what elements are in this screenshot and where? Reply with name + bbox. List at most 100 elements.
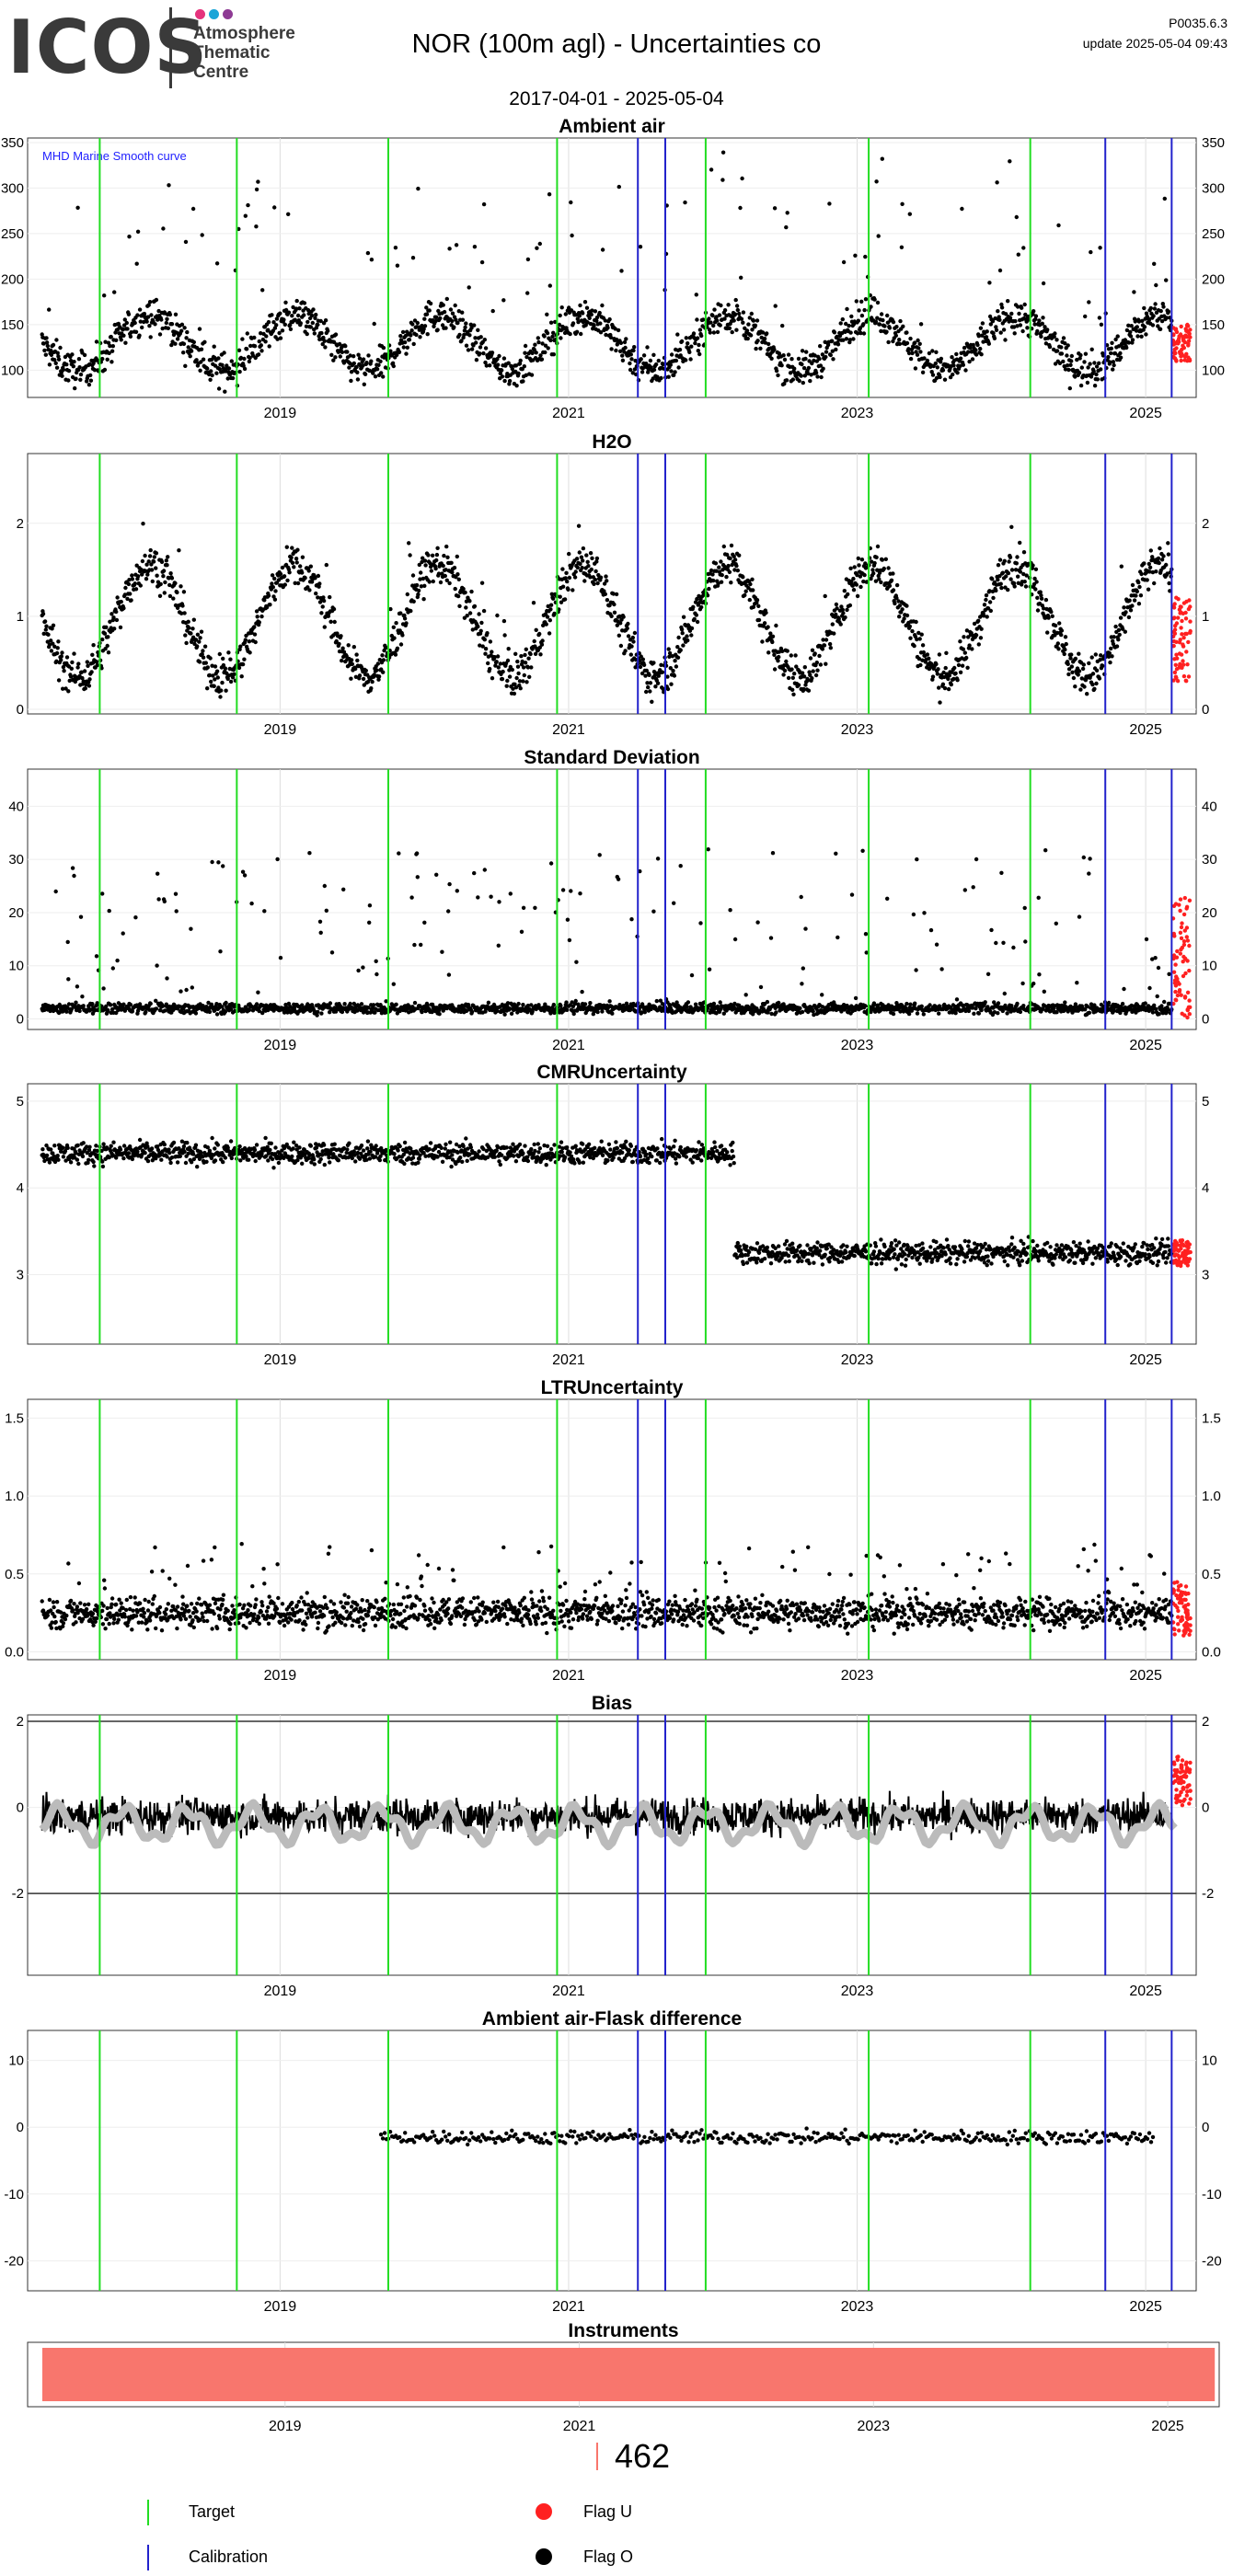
data-point (604, 574, 608, 579)
data-point (695, 317, 699, 322)
data-point (149, 568, 155, 572)
data-point (760, 639, 765, 644)
data-point (450, 569, 455, 575)
data-point (214, 1012, 220, 1017)
data-point (321, 595, 326, 600)
data-point (495, 654, 501, 659)
data-point (1099, 322, 1104, 327)
data-point (288, 323, 293, 328)
data-point (952, 665, 957, 671)
data-point (697, 351, 702, 357)
data-point (872, 297, 877, 302)
data-point (614, 348, 618, 353)
data-point (1085, 380, 1090, 385)
data-point (766, 341, 771, 347)
data-point (732, 318, 736, 323)
data-point (557, 322, 562, 328)
data-point (958, 363, 962, 368)
data-point (1025, 326, 1030, 330)
data-point (647, 673, 651, 677)
data-point (101, 986, 106, 991)
data-point (515, 659, 520, 664)
y-tick-label-left: 350 (1, 135, 24, 151)
data-point (244, 347, 249, 351)
data-point (434, 558, 439, 563)
data-point (361, 676, 366, 682)
data-point (428, 301, 433, 306)
y-tick-label-right: 150 (1202, 317, 1225, 333)
flag-u-point (1181, 345, 1187, 351)
data-point (655, 681, 661, 685)
data-point (1090, 682, 1095, 687)
data-point (478, 628, 483, 633)
data-point (970, 357, 975, 362)
data-point (422, 324, 428, 328)
data-point (1031, 563, 1035, 568)
data-point (432, 324, 436, 328)
data-point (259, 614, 264, 619)
data-point (316, 322, 320, 328)
data-point (576, 319, 581, 325)
data-point (298, 564, 303, 569)
data-point (786, 352, 791, 357)
data-point (625, 626, 629, 631)
data-point (186, 345, 190, 350)
data-point (108, 343, 112, 349)
data-point (772, 652, 777, 657)
data-point (100, 637, 105, 642)
data-point (1012, 584, 1017, 589)
flag-u-point (1180, 665, 1184, 670)
data-point (958, 670, 963, 674)
data-point (199, 360, 203, 364)
data-point (844, 321, 848, 327)
flag-u-point (1171, 638, 1177, 644)
data-point (674, 664, 679, 669)
data-point (74, 376, 78, 381)
data-point (175, 590, 179, 595)
data-point (882, 324, 887, 328)
data-point (94, 339, 99, 344)
data-point (401, 345, 406, 350)
data-point (121, 328, 125, 332)
data-point (673, 659, 677, 663)
data-point (844, 337, 849, 341)
data-point (1053, 331, 1057, 336)
data-point (289, 555, 294, 560)
data-point (858, 326, 863, 330)
data-point (834, 602, 839, 607)
data-point (246, 202, 250, 208)
data-point (472, 323, 477, 328)
data-point (612, 602, 616, 607)
data-point (154, 1006, 159, 1011)
data-point (586, 564, 591, 569)
data-point (369, 359, 374, 363)
data-point (691, 331, 697, 336)
data-point (574, 557, 580, 561)
data-point (1078, 687, 1083, 692)
data-point (1035, 608, 1041, 613)
data-point (195, 632, 201, 637)
data-point (620, 358, 626, 362)
data-point (179, 989, 183, 994)
data-point (1022, 580, 1027, 584)
data-point (375, 367, 380, 372)
data-point (314, 591, 318, 596)
data-point (433, 566, 438, 571)
data-point (388, 349, 393, 353)
data-point (806, 688, 812, 693)
data-point (463, 590, 467, 595)
data-point (925, 358, 930, 363)
data-point (830, 339, 835, 343)
data-point (444, 544, 449, 549)
data-point (570, 588, 575, 592)
data-point (209, 679, 213, 684)
data-point (575, 316, 580, 321)
data-point (397, 350, 402, 354)
data-point (297, 306, 302, 311)
flag-u-point (1172, 631, 1178, 636)
data-point (479, 581, 485, 585)
data-point (369, 258, 375, 262)
data-point (328, 1001, 333, 1006)
data-point (876, 234, 881, 238)
data-point (788, 371, 793, 375)
